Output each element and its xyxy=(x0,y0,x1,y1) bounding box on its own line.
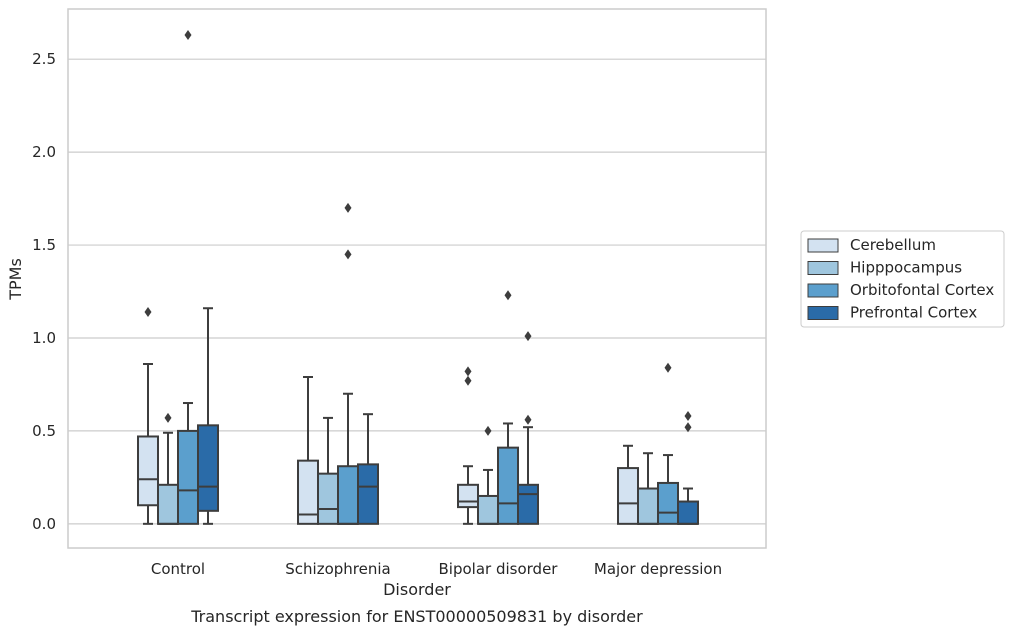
outlier-point xyxy=(464,366,472,377)
outlier-point xyxy=(524,414,532,425)
box-cerebellum xyxy=(137,306,159,525)
x-tick-label: Control xyxy=(151,560,205,578)
outlier-point xyxy=(464,375,472,386)
box-groups xyxy=(137,30,699,525)
y-tick-label: 2.5 xyxy=(32,50,56,68)
outlier-point xyxy=(684,411,692,422)
box-orbitofontal-cortex xyxy=(657,362,679,525)
y-tick-label: 2.0 xyxy=(32,143,56,161)
box-body xyxy=(137,435,159,507)
box-prefrontal-cortex xyxy=(677,411,699,525)
chart-caption: Transcript expression for ENST0000050983… xyxy=(190,607,643,626)
y-axis-label: TPMs xyxy=(6,258,25,301)
x-tick-label: Schizophrenia xyxy=(285,560,390,578)
box-hipppocampus xyxy=(317,416,339,525)
legend: Cerebellum Hipppocampus Orbitofontal Corte… xyxy=(800,230,1005,328)
box-body xyxy=(477,494,499,525)
box-body xyxy=(177,429,199,525)
legend-swatch xyxy=(807,306,839,320)
outlier-point xyxy=(664,362,672,373)
box-body xyxy=(197,424,219,512)
y-tick-label: 1.5 xyxy=(32,236,56,254)
outlier-point xyxy=(164,412,172,423)
outlier-point xyxy=(344,249,352,260)
box-body xyxy=(517,483,539,525)
x-tick-labels: Control Schizophrenia Bipolar disorder Majo… xyxy=(151,560,722,578)
box-body xyxy=(637,487,659,525)
legend-label: Orbitofontal Cortex xyxy=(850,281,994,299)
outlier-point xyxy=(684,422,692,433)
outlier-point xyxy=(184,30,192,41)
box-body xyxy=(657,481,679,525)
box-prefrontal-cortex xyxy=(357,413,379,525)
box-hipppocampus xyxy=(637,452,659,525)
box-body xyxy=(317,472,339,525)
box-body xyxy=(457,483,479,509)
outlier-point xyxy=(344,202,352,213)
box-body xyxy=(357,463,379,525)
y-tick-labels: 0.0 0.5 1.0 1.5 2.0 2.5 xyxy=(32,50,56,533)
box-prefrontal-cortex xyxy=(517,331,539,525)
box-hipppocampus xyxy=(157,412,179,525)
box-body xyxy=(497,446,519,525)
box-body xyxy=(157,483,179,525)
box-body xyxy=(337,465,359,525)
box-cerebellum xyxy=(297,376,319,525)
box-body xyxy=(677,500,699,525)
outlier-point xyxy=(524,331,532,342)
legend-swatch xyxy=(807,238,839,253)
outlier-point xyxy=(144,306,152,317)
outlier-point xyxy=(504,290,512,301)
plot-frame xyxy=(67,8,767,549)
x-tick-label: Bipolar disorder xyxy=(439,560,559,578)
legend-label: Hipppocampus xyxy=(850,259,962,277)
y-tick-label: 0.5 xyxy=(32,422,56,440)
legend-label: Cerebellum xyxy=(850,236,936,254)
legend-swatch xyxy=(807,261,839,275)
box-prefrontal-cortex xyxy=(197,307,219,525)
legend-swatch xyxy=(807,283,839,298)
x-tick-label: Major depression xyxy=(594,560,722,578)
x-axis-label: Disorder xyxy=(383,580,451,599)
legend-label: Prefrontal Cortex xyxy=(850,304,977,322)
outlier-point xyxy=(484,425,492,436)
box-orbitofontal-cortex xyxy=(177,30,199,525)
y-tick-label: 1.0 xyxy=(32,329,56,347)
box-body xyxy=(617,467,639,525)
legend-frame xyxy=(800,230,1005,328)
box-cerebellum xyxy=(457,366,479,525)
y-tick-label: 0.0 xyxy=(32,515,56,533)
plot-background xyxy=(68,9,766,548)
